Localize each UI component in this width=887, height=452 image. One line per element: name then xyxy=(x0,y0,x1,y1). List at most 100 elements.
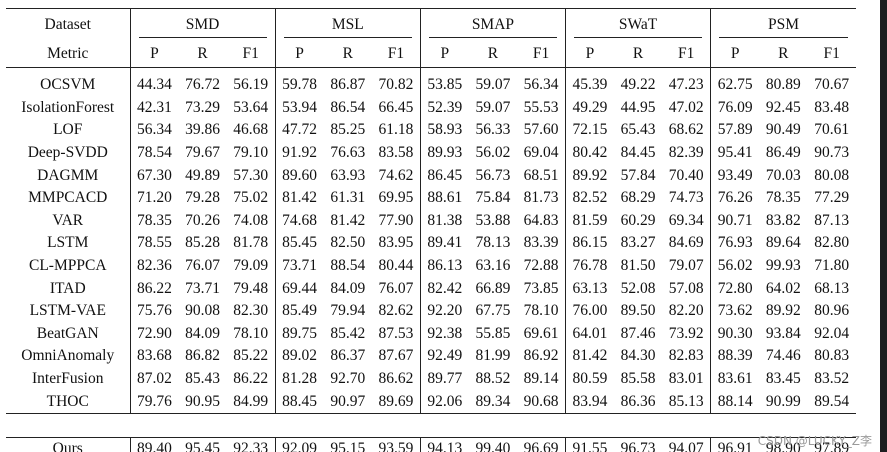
metric-value: 79.07 xyxy=(668,257,704,275)
metric-value: 86.87 xyxy=(330,76,366,94)
metric-value: 79.67 xyxy=(185,144,221,162)
metric-value: 76.07 xyxy=(378,279,414,297)
metric-value: 85.58 xyxy=(620,370,656,388)
metric-value: 83.01 xyxy=(668,370,704,388)
metric-value: 73.92 xyxy=(668,324,704,342)
metric-value: 91.55 xyxy=(565,437,614,452)
metric-value: 86.45 xyxy=(419,164,469,187)
metric-header: P xyxy=(419,40,469,68)
metric-value: 84.09 xyxy=(330,279,366,297)
metric-value: 88.52 xyxy=(475,370,511,388)
metric-value: 69.04 xyxy=(523,144,559,162)
metric-value: 89.50 xyxy=(620,302,656,320)
metric-header: R xyxy=(759,40,808,68)
table-row: CL-MPPCA 82.36 76.07 79.09 73.71 88.54 80.44 86… xyxy=(6,254,856,278)
metric-value: 85.49 xyxy=(274,299,324,323)
metric-value: 92.06 xyxy=(419,390,469,414)
metric-value: 60.29 xyxy=(620,211,656,229)
metric-value: 56.73 xyxy=(475,166,511,184)
dataset-header-row: Dataset SMD MSL SMAP SWaT PSM xyxy=(6,8,856,40)
method-name: MMPCACD xyxy=(28,189,108,207)
metric-value: 89.64 xyxy=(765,234,801,252)
metric-value: 92.20 xyxy=(419,299,469,323)
metric-value: 44.34 xyxy=(129,67,179,97)
metric-header: P xyxy=(565,40,614,68)
metric-value: 66.45 xyxy=(378,98,414,116)
metric-value: 86.36 xyxy=(613,390,663,414)
metric-value: 84.45 xyxy=(620,144,656,162)
metric-value: 55.85 xyxy=(475,324,511,342)
metric-value: 87.13 xyxy=(814,211,850,229)
metric-value: 78.10 xyxy=(233,324,269,342)
metric-value: 53.94 xyxy=(274,96,324,120)
metric-value: 76.93 xyxy=(710,232,760,255)
metric-value: 62.75 xyxy=(710,67,760,97)
metric-value: 56.34 xyxy=(129,119,179,142)
metric-value: 79.10 xyxy=(233,144,269,162)
metric-value: 89.92 xyxy=(565,164,614,187)
metric-value: 85.45 xyxy=(274,232,324,255)
metric-value: 76.78 xyxy=(565,254,614,278)
metric-value: 81.38 xyxy=(419,209,469,233)
metric-value: 39.86 xyxy=(185,121,221,139)
metric-value: 73.71 xyxy=(274,254,324,278)
watermark: CSDN @LUCKY_Z李 xyxy=(757,434,872,448)
metric-value: 59.78 xyxy=(274,67,324,97)
metric-value: 59.07 xyxy=(475,76,511,94)
metric-value: 63.93 xyxy=(330,166,366,184)
metric-value: 80.89 xyxy=(765,76,801,94)
metric-value: 72.90 xyxy=(129,322,179,346)
metric-header: F1 xyxy=(226,40,276,68)
metric-value: 88.45 xyxy=(274,390,324,414)
metric-value: 96.73 xyxy=(620,439,656,452)
metric-value: 80.96 xyxy=(814,302,850,320)
metric-value: 89.54 xyxy=(807,390,856,414)
metric-value: 80.42 xyxy=(565,141,614,165)
metric-value: 72.80 xyxy=(710,277,760,300)
metric-value: 95.41 xyxy=(710,141,760,165)
metric-value: 42.31 xyxy=(129,96,179,120)
metric-value: 65.43 xyxy=(620,121,656,139)
metric-value: 67.30 xyxy=(129,164,179,187)
metric-value: 90.08 xyxy=(185,302,221,320)
metric-value: 83.58 xyxy=(378,144,414,162)
method-name: CL-MPPCA xyxy=(28,257,107,275)
metric-value: 90.71 xyxy=(710,209,760,233)
metric-value: 69.95 xyxy=(378,189,414,207)
dataset-label: Dataset xyxy=(6,8,130,40)
metric-value: 84.69 xyxy=(668,234,704,252)
metric-value: 70.67 xyxy=(814,76,850,94)
metric-value: 74.08 xyxy=(233,211,269,229)
metric-value: 85.43 xyxy=(185,370,221,388)
metric-value: 57.89 xyxy=(710,119,760,142)
metric-value: 80.08 xyxy=(814,166,850,184)
metric-value: 56.02 xyxy=(710,254,760,278)
metric-value: 78.10 xyxy=(523,302,559,320)
metric-value: 86.13 xyxy=(419,254,469,278)
metric-value: 82.80 xyxy=(814,234,850,252)
metric-value: 82.20 xyxy=(668,302,704,320)
metric-value: 96.69 xyxy=(523,439,559,452)
metric-value: 86.54 xyxy=(330,98,366,116)
metric-value: 79.76 xyxy=(129,390,179,414)
metric-value: 63.16 xyxy=(475,257,511,275)
metric-value: 70.40 xyxy=(668,166,704,184)
metric-value: 89.75 xyxy=(274,322,324,346)
metric-value: 78.55 xyxy=(129,232,179,255)
metric-value: 59.07 xyxy=(475,98,511,116)
metric-value: 68.29 xyxy=(620,189,656,207)
metric-value: 55.53 xyxy=(523,98,559,116)
metric-value: 89.92 xyxy=(765,302,801,320)
metric-value: 82.50 xyxy=(330,234,366,252)
metric-value: 76.07 xyxy=(185,257,221,275)
metric-header: P xyxy=(710,40,760,68)
metric-value: 47.72 xyxy=(274,119,324,142)
ours-row: Ours 89.40 95.45 92.33 92.09 95.15 93.59 94.13 9… xyxy=(6,437,856,452)
metric-value: 92.38 xyxy=(419,322,469,346)
separator-cell xyxy=(710,413,760,438)
metric-value: 76.63 xyxy=(330,144,366,162)
metric-value: 75.76 xyxy=(129,299,179,323)
metric-header-row: Metric P R F1 P R F1 P R F1 P R F1 P R F… xyxy=(6,40,856,68)
metric-value: 94.07 xyxy=(668,439,704,452)
metric-value: 73.62 xyxy=(710,299,760,323)
